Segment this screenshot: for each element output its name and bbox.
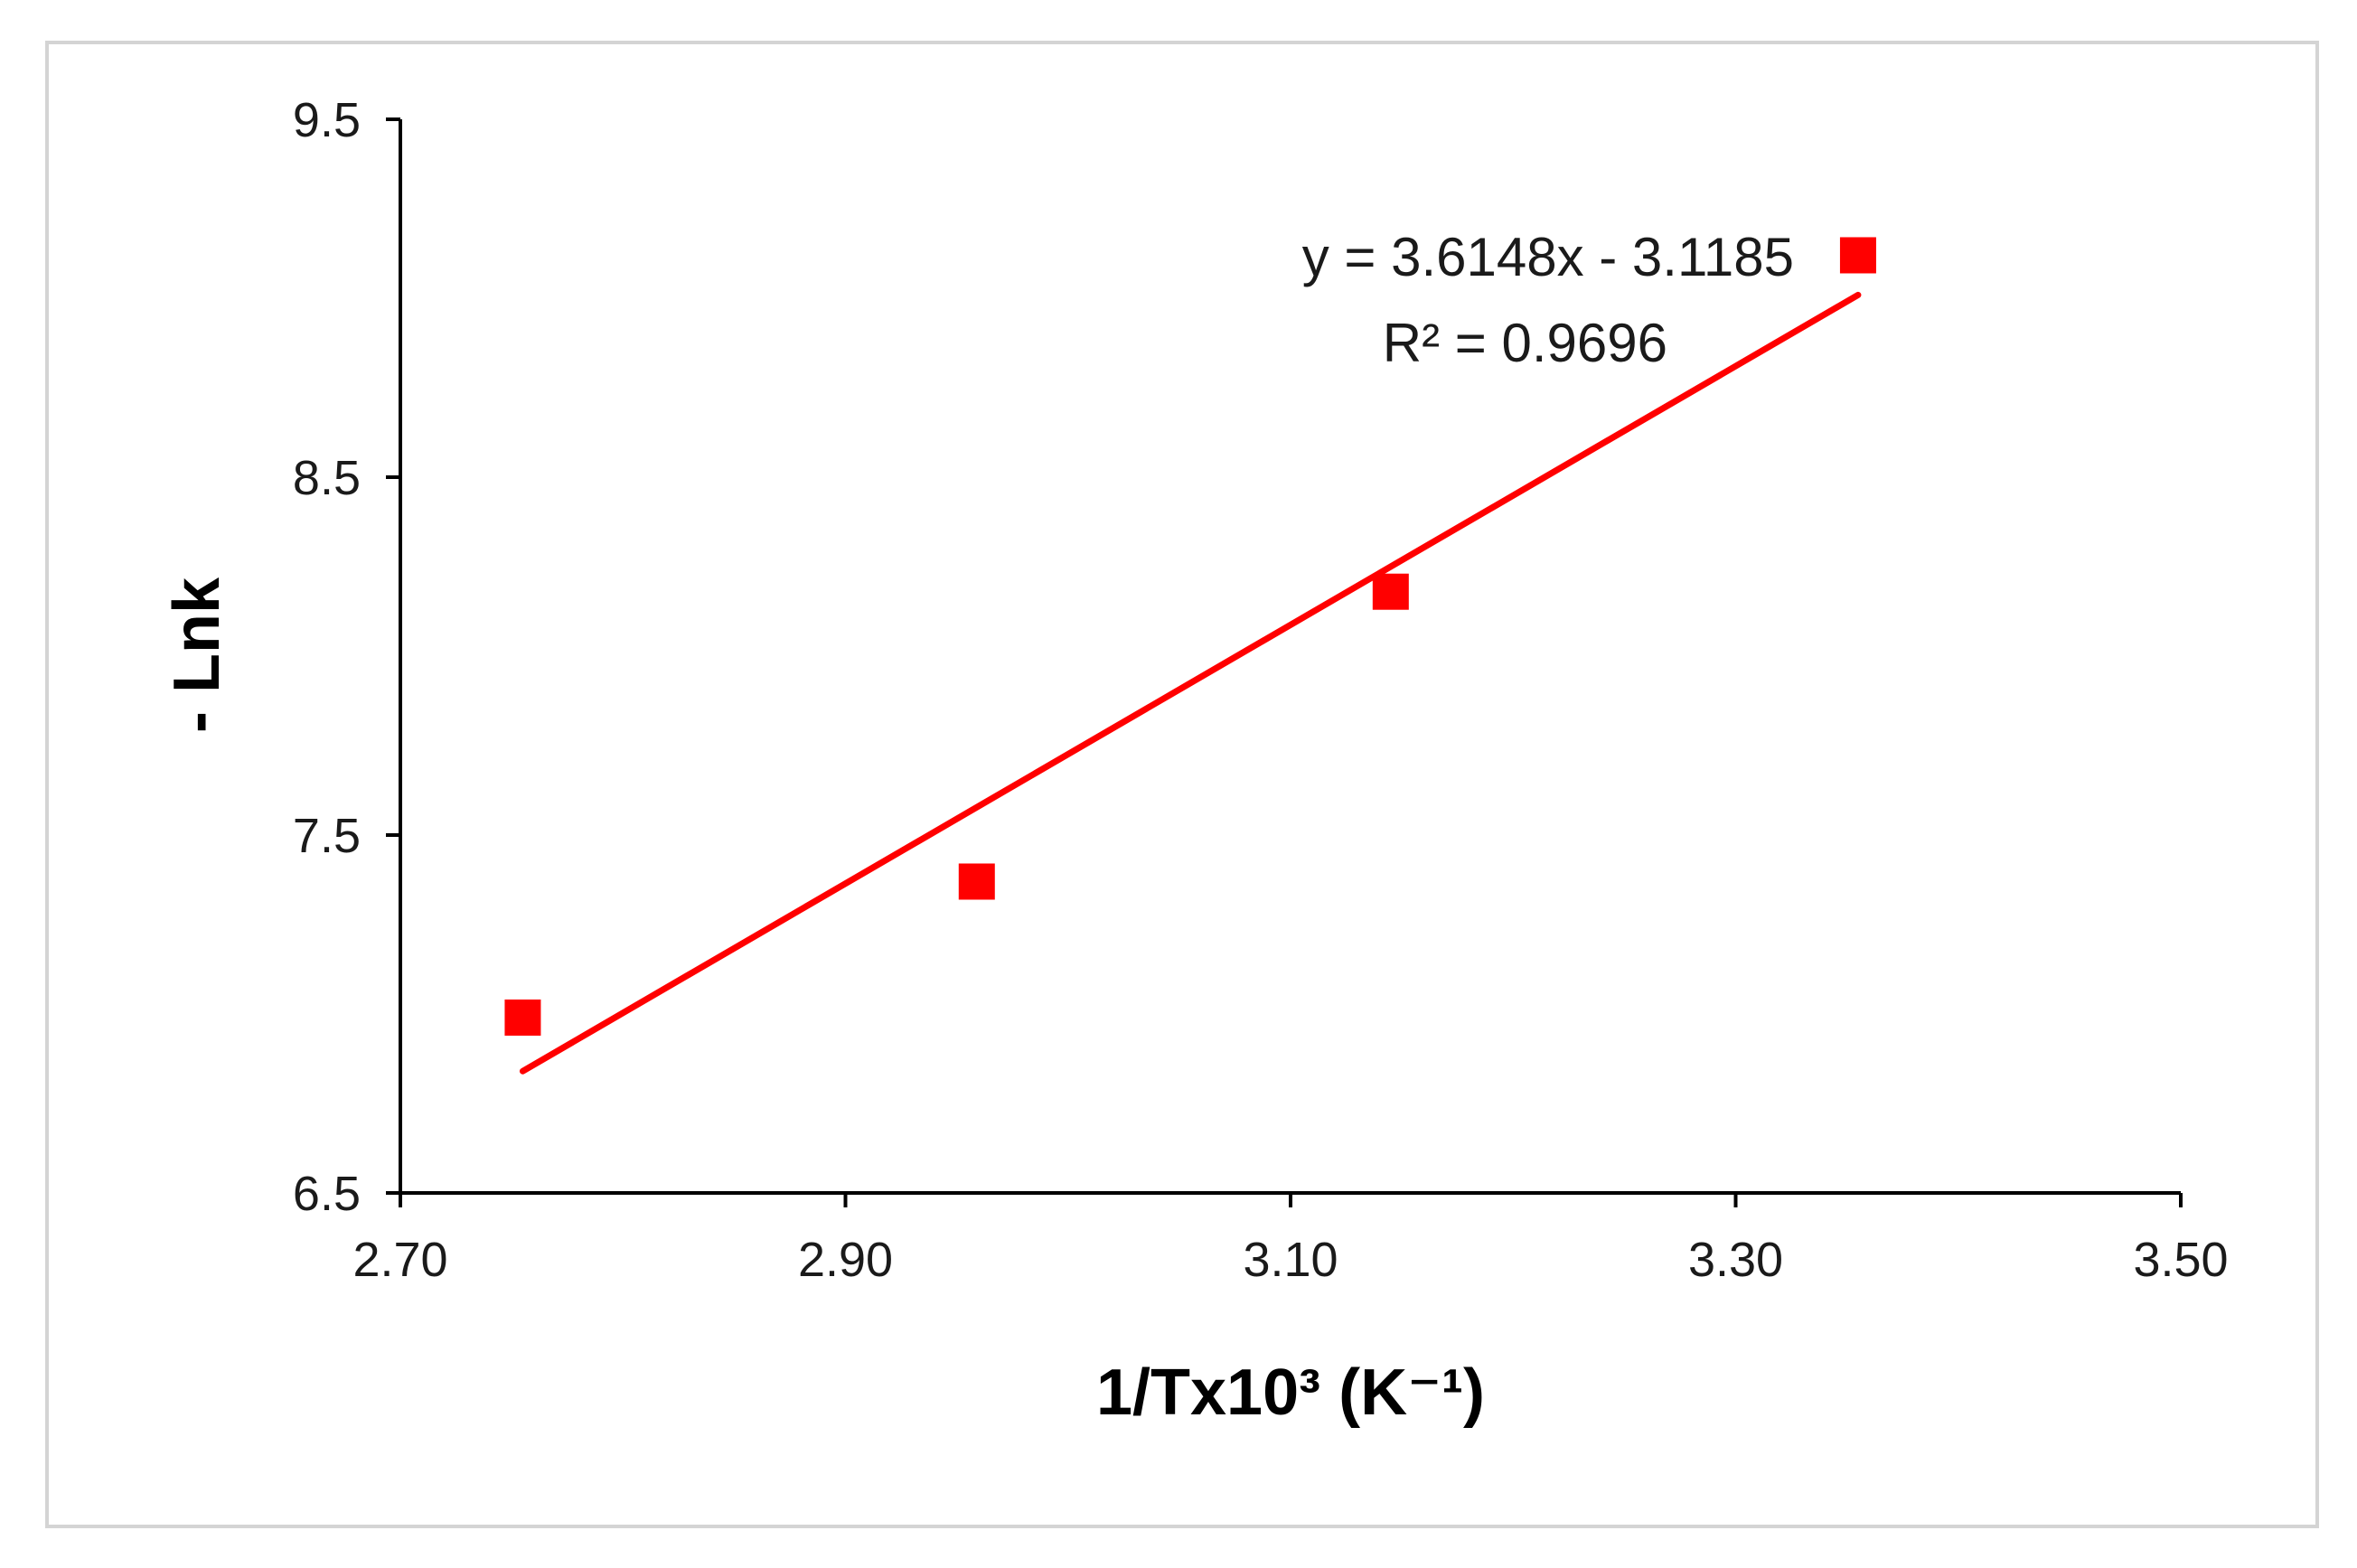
y-axis-title: - Lnk [161,577,233,733]
y-tick-label: 6.5 [293,1167,361,1221]
y-tick-label: 8.5 [293,451,361,505]
x-tick-label: 2.90 [798,1233,893,1287]
trendline-r-squared: R² = 0.9696 [1383,313,1667,373]
data-point [1372,573,1409,610]
data-point [504,999,541,1036]
points-layer [504,237,1876,1036]
y-tick-label: 9.5 [293,93,361,147]
x-tick-label: 2.70 [352,1233,447,1287]
tick-labels-layer: 2.70 2.90 3.10 3.30 3.50 9.5 8.5 7.5 6.5 [293,93,2229,1287]
ticks-layer [386,117,2183,1207]
x-tick-label: 3.30 [1688,1233,1783,1287]
trendline [519,291,1862,1075]
chart-border [45,41,2319,1528]
y-tick-label: 7.5 [293,809,361,863]
data-point [958,863,995,900]
x-tick-label: 3.10 [1243,1233,1338,1287]
x-axis-title: 1/Tx10³ (K⁻¹) [1096,1357,1485,1429]
x-tick-label: 3.50 [2133,1233,2228,1287]
trendline-equation: y = 3.6148x - 3.1185 [1302,227,1794,287]
data-point [1839,237,1876,274]
